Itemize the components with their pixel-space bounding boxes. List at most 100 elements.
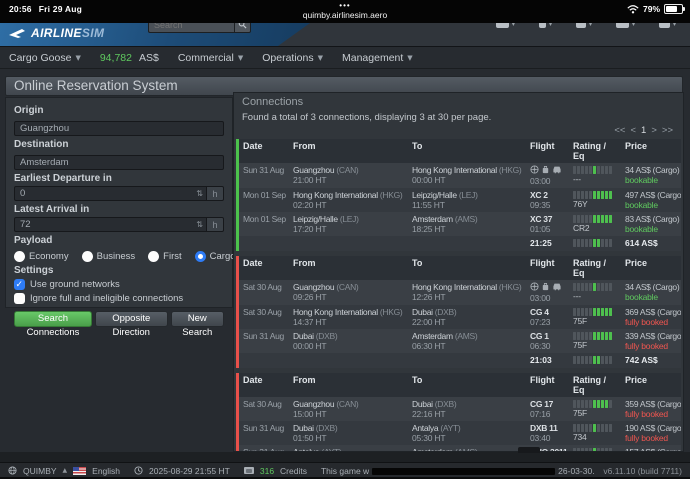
cell-price: 34 AS$ (Cargo) bookable: [621, 282, 681, 303]
payload-option-economy[interactable]: Economy: [14, 251, 69, 262]
battery-icon: [664, 4, 685, 14]
nav-label: Commercial: [177, 51, 234, 64]
total-rating: [569, 238, 621, 249]
connection-row: Sat 30 Aug Guangzhou (CAN) 09:26 HT Hong Ko…: [239, 280, 681, 305]
page-last[interactable]: >>: [661, 125, 673, 136]
setting-ignore-full[interactable]: Ignore full and ineligible connections: [14, 293, 224, 304]
flight-line: XC 37: [530, 214, 567, 224]
nav-label: Operations: [262, 51, 314, 64]
flight-line: XC 2: [530, 190, 567, 200]
payload-option-first[interactable]: First: [148, 251, 182, 262]
ground-transport-icons: [530, 282, 562, 293]
payload-option-business[interactable]: Business: [81, 251, 135, 262]
radio-icon[interactable]: [194, 251, 206, 262]
search-input[interactable]: [148, 23, 234, 33]
rating-bar: [573, 166, 619, 174]
collapse-caret-icon[interactable]: ▲: [62, 467, 68, 474]
cell-date: Sun 31 Aug: [239, 423, 289, 443]
device-status-bar: 20:56 Fri 29 Aug ••• quimby.airlinesim.ae…: [0, 0, 690, 23]
connection-table-1: Date From To Flight Rating / Eq Price Sun 31 A…: [236, 139, 681, 251]
rating-segment: [601, 424, 604, 432]
rating-segment: [585, 332, 588, 340]
nav-menu-commercial[interactable]: Commercial ▼: [178, 52, 243, 64]
new-search-button[interactable]: New Search: [170, 311, 224, 338]
earliest-departure-input[interactable]: [14, 186, 207, 201]
header-item-notifications[interactable]: ▾: [538, 23, 552, 28]
airport-code: (CAN): [334, 165, 359, 175]
rating-segment: [609, 215, 612, 223]
stepper-icon[interactable]: ⇅: [196, 189, 203, 198]
rating-segment: [605, 400, 608, 408]
flight-duration: 09:35: [530, 200, 551, 210]
radio-icon[interactable]: [81, 251, 93, 262]
nav-balance[interactable]: 94,782 AS$: [100, 52, 159, 64]
language-flag-icon[interactable]: [73, 466, 87, 475]
payload-label: Payload: [14, 235, 53, 246]
rating-segment: [577, 332, 580, 340]
newspaper-icon: [495, 23, 509, 28]
header-item-enterprise[interactable]: ▾: [575, 23, 592, 28]
stepper-icon[interactable]: ⇅: [196, 220, 203, 229]
page-prev[interactable]: <: [630, 125, 637, 136]
header-item-messages[interactable]: ▾: [615, 23, 635, 28]
cell-rating: 76Y: [569, 190, 621, 210]
flight-duration: 07:23: [530, 317, 551, 327]
rating-segment: [581, 239, 584, 247]
flight-line: [530, 165, 567, 176]
latest-arrival-input[interactable]: [14, 217, 207, 232]
place-time: 14:37 HT: [293, 317, 327, 327]
page-current[interactable]: 1: [641, 125, 647, 136]
form-buttons: Search Connections Opposite Direction Ne…: [14, 311, 224, 338]
bell-icon: [538, 23, 546, 28]
checkbox-icon[interactable]: [14, 293, 25, 304]
header-item-news[interactable]: ▾: [495, 23, 515, 28]
origin-input[interactable]: [14, 121, 224, 136]
radio-icon[interactable]: [148, 251, 160, 262]
nav-menu-operations[interactable]: Operations ▼: [262, 52, 323, 64]
credits-label[interactable]: Credits: [280, 465, 307, 476]
footer-username[interactable]: QUIMBY: [23, 465, 57, 476]
setting-ground-networks[interactable]: Use ground networks: [14, 279, 224, 290]
rating-segment: [585, 191, 588, 199]
rating-segment: [581, 215, 584, 223]
nav-menu-management[interactable]: Management ▼: [342, 52, 413, 64]
header-item-account[interactable]: ▾: [658, 23, 676, 28]
rating-segment: [597, 166, 600, 174]
header-search: [148, 23, 251, 33]
city-name: Hong Kong International: [412, 282, 497, 292]
airlinesim-logo[interactable]: AIRLINESIM: [8, 26, 104, 40]
destination-input[interactable]: [14, 155, 224, 170]
tab-overview-dots[interactable]: •••: [339, 1, 351, 10]
search-button[interactable]: [234, 23, 251, 33]
city-name: Dubai: [293, 331, 314, 341]
url-bar[interactable]: quimby.airlinesim.aero: [302, 10, 388, 20]
rating-segment: [609, 283, 612, 291]
payload-option-cargo[interactable]: Cargo: [194, 251, 236, 262]
place-name-line: Guangzhou (CAN): [293, 165, 406, 175]
date-text: Sat 30 Aug: [243, 307, 282, 317]
luggage-icon: [541, 165, 550, 176]
place-time: 21:00 HT: [293, 175, 327, 185]
credits-value[interactable]: 316: [259, 465, 275, 476]
radio-icon[interactable]: [14, 251, 25, 262]
checkbox-icon[interactable]: [14, 279, 25, 290]
cell-price: 83 AS$ (Cargo) bookable: [621, 214, 681, 234]
column-header: Date: [243, 141, 263, 151]
opposite-direction-button[interactable]: Opposite Direction: [94, 311, 168, 338]
date-text: Sat 30 Aug: [243, 282, 282, 292]
page-next[interactable]: >: [651, 125, 657, 136]
equipment-text: 75F: [573, 340, 588, 350]
cell-to: Dubai (DXB) 22:16 HT: [408, 399, 526, 419]
search-connections-button[interactable]: Search Connections: [14, 311, 92, 338]
cell-from: Guangzhou (CAN) 09:26 HT: [289, 282, 408, 303]
cell-from: Guangzhou (CAN) 15:00 HT: [289, 399, 408, 419]
nav-company-menu[interactable]: Cargo Goose ▼: [9, 52, 81, 64]
footer-language[interactable]: English: [92, 465, 121, 476]
rating-segment: [597, 424, 600, 432]
wheel-icon: [530, 282, 539, 293]
place-time: 11:55 HT: [412, 200, 445, 210]
page-first[interactable]: <<: [614, 125, 626, 136]
cell-empty: [289, 238, 408, 249]
city-name: Guangzhou: [293, 165, 335, 175]
rating-segment: [601, 239, 604, 247]
